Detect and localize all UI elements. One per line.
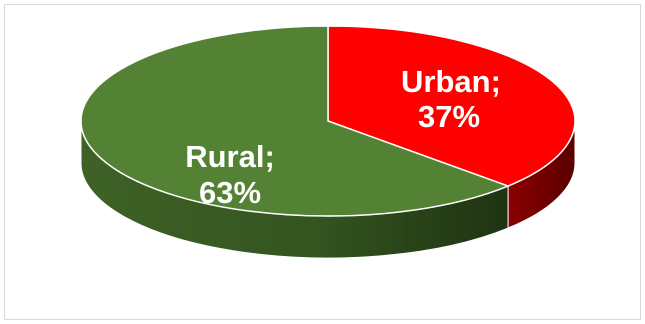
label-urban-name: Urban; (401, 64, 501, 99)
slice-urban[interactable] (327, 25, 576, 187)
slice-rural[interactable] (80, 25, 511, 217)
label-urban-value: 37% (418, 99, 480, 134)
pie-tops (80, 25, 576, 217)
label-rural-value: 63% (199, 175, 261, 210)
label-rural-name: Rural; (185, 139, 275, 174)
pie-labels: Urban; 37% Rural; 63% (185, 64, 501, 210)
